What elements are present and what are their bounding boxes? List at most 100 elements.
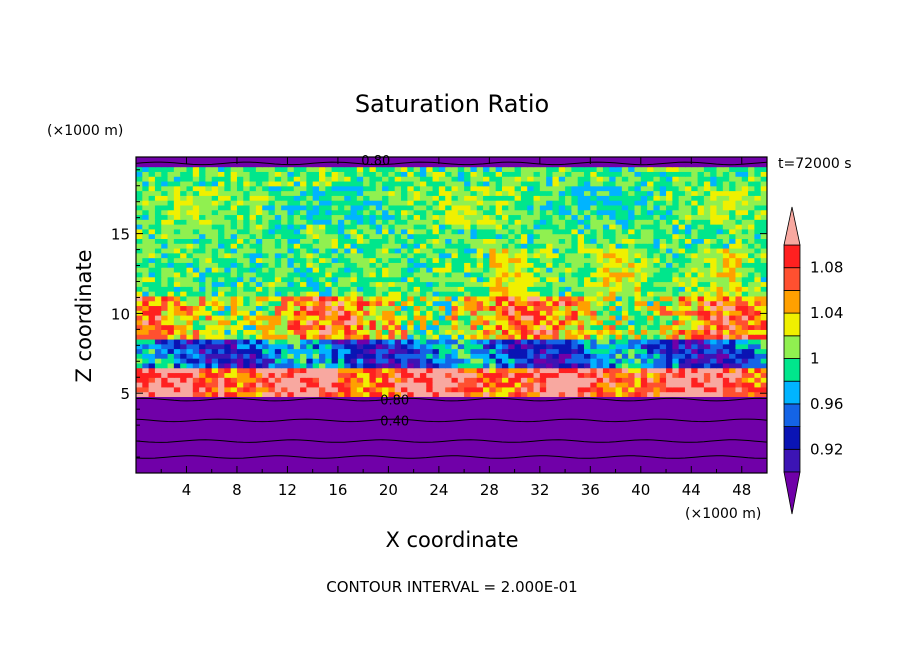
field-cell xyxy=(684,343,692,350)
field-cell xyxy=(161,463,169,469)
field-cell xyxy=(293,324,301,330)
field-cell xyxy=(602,410,610,417)
field-cell xyxy=(590,286,598,292)
field-cell xyxy=(634,396,642,402)
field-cell xyxy=(173,315,181,321)
field-cell xyxy=(394,391,402,397)
field-cell xyxy=(514,453,522,460)
field-cell xyxy=(287,377,295,383)
field-cell xyxy=(451,367,459,374)
field-cell xyxy=(539,415,547,421)
field-cell xyxy=(249,291,257,297)
field-cell xyxy=(426,405,434,412)
field-cell xyxy=(748,449,755,455)
field-cell xyxy=(350,367,358,374)
field-cell xyxy=(382,238,389,244)
field-cell xyxy=(735,377,743,383)
field-cell xyxy=(546,329,554,335)
field-cell xyxy=(394,358,402,364)
field-cell xyxy=(426,410,434,417)
field-cell xyxy=(451,410,459,417)
field-cell xyxy=(243,405,251,412)
field-cell xyxy=(180,468,188,473)
field-cell xyxy=(716,286,724,292)
field-cell xyxy=(577,291,585,297)
field-cell xyxy=(520,434,528,441)
field-cell xyxy=(508,262,516,268)
field-cell xyxy=(501,300,509,307)
field-cell xyxy=(350,396,358,402)
field-cell xyxy=(735,257,743,263)
field-cell xyxy=(426,367,434,374)
field-cell xyxy=(571,410,579,417)
field-cell xyxy=(666,262,673,268)
field-cell xyxy=(350,348,358,354)
field-cell xyxy=(457,276,465,283)
field-cell xyxy=(533,243,541,249)
field-cell xyxy=(161,434,169,441)
field-cell xyxy=(615,468,623,473)
field-cell xyxy=(318,324,326,330)
field-cell xyxy=(173,463,181,469)
field-cell xyxy=(628,358,636,364)
field-cell xyxy=(407,300,415,307)
field-cell xyxy=(218,377,225,383)
field-cell xyxy=(344,405,352,412)
field-cell xyxy=(577,449,585,455)
field-cell xyxy=(419,410,427,417)
field-cell xyxy=(697,401,705,407)
field-cell xyxy=(148,353,156,359)
field-cell xyxy=(255,334,263,340)
field-cell xyxy=(476,319,484,326)
field-cell xyxy=(609,410,617,417)
field-cell xyxy=(306,243,314,249)
field-cell xyxy=(748,415,755,421)
field-cell xyxy=(445,405,453,412)
field-cell xyxy=(552,310,560,316)
field-cell xyxy=(230,267,238,273)
field-cell xyxy=(571,429,579,436)
field-cell xyxy=(634,348,642,354)
field-cell xyxy=(350,233,358,239)
field-cell xyxy=(167,377,175,383)
field-cell xyxy=(716,415,724,421)
field-cell xyxy=(180,305,188,311)
field-cell xyxy=(735,358,743,364)
field-cell xyxy=(337,305,345,311)
field-cell xyxy=(584,415,591,421)
field-cell xyxy=(470,343,478,350)
field-cell xyxy=(154,449,162,455)
field-cell xyxy=(464,305,472,311)
field-cell xyxy=(684,372,692,378)
field-cell xyxy=(142,463,150,469)
field-cell xyxy=(268,429,276,436)
field-cell xyxy=(703,449,711,455)
field-cell xyxy=(337,233,345,239)
field-cell xyxy=(634,415,642,421)
field-cell xyxy=(501,420,509,426)
field-cell xyxy=(274,396,282,402)
field-cell xyxy=(173,358,181,364)
field-cell xyxy=(495,362,503,369)
field-cell xyxy=(331,372,339,378)
field-cell xyxy=(621,247,629,254)
field-cell xyxy=(344,271,352,278)
field-cell xyxy=(451,233,459,239)
field-cell xyxy=(539,291,547,297)
field-cell xyxy=(432,252,440,259)
field-cell xyxy=(710,334,718,340)
field-cell xyxy=(281,410,289,417)
field-cell xyxy=(647,338,655,345)
field-cell xyxy=(287,291,295,297)
field-cell xyxy=(331,463,339,469)
field-cell xyxy=(565,262,572,268)
field-cell xyxy=(697,396,705,402)
field-cell xyxy=(369,319,377,326)
field-cell xyxy=(192,410,200,417)
field-cell xyxy=(596,334,604,340)
field-cell xyxy=(672,382,680,388)
field-cell xyxy=(546,358,554,364)
field-cell xyxy=(621,463,629,469)
field-cell xyxy=(678,319,686,326)
field-cell xyxy=(401,257,408,263)
